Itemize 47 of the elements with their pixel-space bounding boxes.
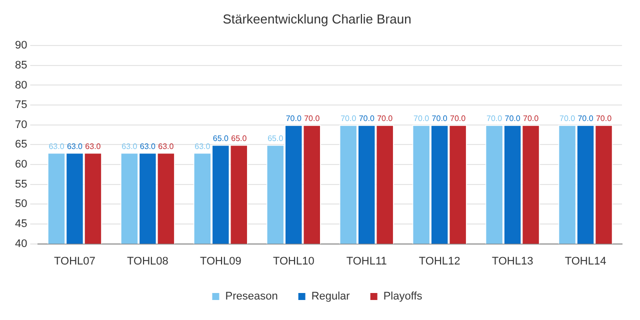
- legend-label: Preseason: [225, 290, 278, 303]
- data-label: 63.0: [158, 142, 174, 151]
- data-label: 70.0: [432, 114, 448, 124]
- x-tick-label: TOHL09: [200, 255, 242, 268]
- data-label: 63.0: [194, 142, 211, 151]
- y-tick-label: 55: [14, 178, 28, 190]
- y-tick-label: 40: [14, 238, 28, 250]
- data-label: 65.0: [268, 134, 284, 143]
- x-tick-label: TOHL13: [492, 255, 534, 268]
- data-label: 70.0: [596, 114, 612, 124]
- x-tick-label: TOHL08: [127, 255, 168, 268]
- chart-title: Stärkeentwicklung Charlie Braun: [222, 11, 412, 26]
- data-label: 70.0: [358, 114, 375, 124]
- x-tick-label: TOHL10: [272, 255, 314, 268]
- data-label: 65.0: [231, 134, 248, 143]
- data-label: 70.0: [559, 114, 576, 124]
- data-label: 70.0: [523, 114, 540, 124]
- data-label: 63.0: [66, 142, 84, 151]
- data-label: 70.0: [286, 114, 302, 124]
- legend-label: Playoffs: [383, 290, 423, 303]
- x-tick-label: TOHL07: [54, 255, 96, 268]
- x-tick-label: TOHL11: [346, 255, 387, 268]
- y-tick-label: 75: [14, 99, 28, 112]
- legend-label: Regular: [311, 290, 350, 303]
- x-tick-label: TOHL14: [564, 255, 606, 268]
- y-tick-label: 90: [14, 40, 28, 52]
- data-label: 70.0: [377, 114, 394, 124]
- data-label: 70.0: [414, 114, 430, 124]
- y-tick-label: 80: [14, 79, 28, 92]
- y-tick-label: 45: [14, 218, 28, 230]
- y-tick-label: 65: [14, 138, 28, 151]
- data-label: 70.0: [504, 114, 521, 124]
- data-label: 63.0: [140, 142, 156, 151]
- y-tick-label: 70: [14, 118, 28, 131]
- data-label: 70.0: [340, 114, 357, 124]
- data-label: 70.0: [304, 114, 320, 124]
- x-tick-label: TOHL12: [418, 255, 460, 268]
- y-tick-label: 85: [14, 59, 28, 72]
- data-label: 65.0: [212, 134, 229, 143]
- data-label: 70.0: [450, 114, 466, 124]
- y-tick-label: 60: [14, 158, 28, 171]
- data-label: 70.0: [578, 114, 594, 124]
- data-label: 70.0: [486, 114, 503, 124]
- data-label: 63.0: [122, 142, 138, 151]
- data-label: 63.0: [48, 142, 65, 151]
- data-label: 63.0: [85, 142, 102, 151]
- y-tick-label: 50: [14, 198, 28, 210]
